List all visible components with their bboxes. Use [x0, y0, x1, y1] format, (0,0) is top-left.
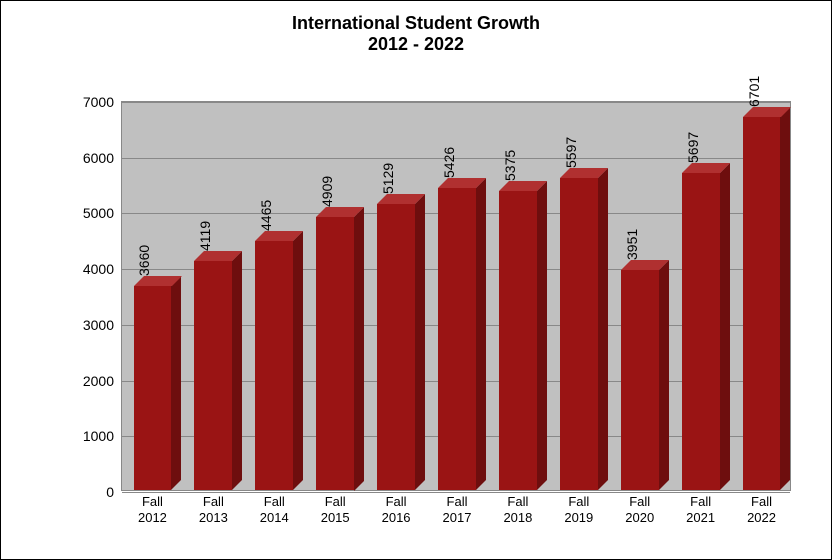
- bar-front: [377, 204, 415, 490]
- bar-value-label: 4119: [197, 220, 213, 250]
- x-tick-label: Fall2012: [138, 490, 167, 525]
- bar-side: [293, 231, 303, 490]
- y-tick-label: 1000: [83, 428, 122, 444]
- bar-side: [415, 194, 425, 490]
- bar-side: [598, 168, 608, 490]
- x-tick-label: Fall2015: [321, 490, 350, 525]
- bar-value-label: 6701: [746, 76, 762, 107]
- x-tick-label: Fall2016: [382, 490, 411, 525]
- bar: 4465: [255, 241, 293, 490]
- bar-front: [438, 188, 476, 490]
- chart-title: International Student Growth 2012 - 2022: [1, 13, 831, 55]
- bar-side: [232, 251, 242, 490]
- bar-front: [255, 241, 293, 490]
- bar-value-label: 3660: [136, 245, 152, 276]
- bar-value-label: 5697: [685, 131, 701, 162]
- y-tick-label: 4000: [83, 261, 122, 277]
- y-tick-label: 7000: [83, 94, 122, 110]
- bar: 3951: [621, 270, 659, 490]
- y-tick-label: 0: [106, 484, 122, 500]
- x-tick-label: Fall2014: [260, 490, 289, 525]
- bar: 5426: [438, 188, 476, 490]
- grid-line: [122, 102, 790, 103]
- x-tick-label: Fall2020: [625, 490, 654, 525]
- bar-side: [171, 276, 181, 490]
- x-tick-label: Fall2013: [199, 490, 228, 525]
- bar-side: [780, 107, 790, 490]
- bar: 5597: [560, 178, 598, 490]
- bar-front: [316, 217, 354, 491]
- bar-front: [194, 261, 232, 490]
- bar: 3660: [134, 286, 172, 490]
- bar-value-label: 5426: [441, 147, 457, 178]
- bar: 6701: [743, 117, 781, 490]
- y-tick-label: 6000: [83, 150, 122, 166]
- bar-side: [720, 163, 730, 490]
- bar: 4909: [316, 217, 354, 491]
- bar-value-label: 5375: [502, 149, 518, 180]
- bar-value-label: 3951: [624, 229, 640, 260]
- x-tick-label: Fall2021: [686, 490, 715, 525]
- bar: 5129: [377, 204, 415, 490]
- y-tick-label: 5000: [83, 205, 122, 221]
- bar-front: [743, 117, 781, 490]
- bar-front: [682, 173, 720, 490]
- bar-front: [134, 286, 172, 490]
- bar-side: [659, 260, 669, 490]
- x-tick-label: Fall2017: [443, 490, 472, 525]
- bar-value-label: 4465: [258, 200, 274, 231]
- bar-side: [476, 178, 486, 490]
- title-line1: International Student Growth: [292, 13, 540, 33]
- bar-value-label: 5129: [380, 163, 396, 194]
- bar-value-label: 5597: [563, 137, 579, 168]
- bar: 5375: [499, 191, 537, 490]
- x-tick-label: Fall2019: [564, 490, 593, 525]
- bar: 5697: [682, 173, 720, 490]
- bar-value-label: 4909: [319, 175, 335, 206]
- x-tick-label: Fall2018: [503, 490, 532, 525]
- bar-front: [560, 178, 598, 490]
- bar-side: [537, 181, 547, 490]
- bar-side: [354, 207, 364, 491]
- y-tick-label: 3000: [83, 317, 122, 333]
- y-tick-label: 2000: [83, 373, 122, 389]
- bar-front: [621, 270, 659, 490]
- bar: 4119: [194, 261, 232, 490]
- bar-front: [499, 191, 537, 490]
- plot-area: 010002000300040005000600070003660Fall201…: [121, 101, 791, 491]
- title-line2: 2012 - 2022: [368, 34, 464, 54]
- x-tick-label: Fall2022: [747, 490, 776, 525]
